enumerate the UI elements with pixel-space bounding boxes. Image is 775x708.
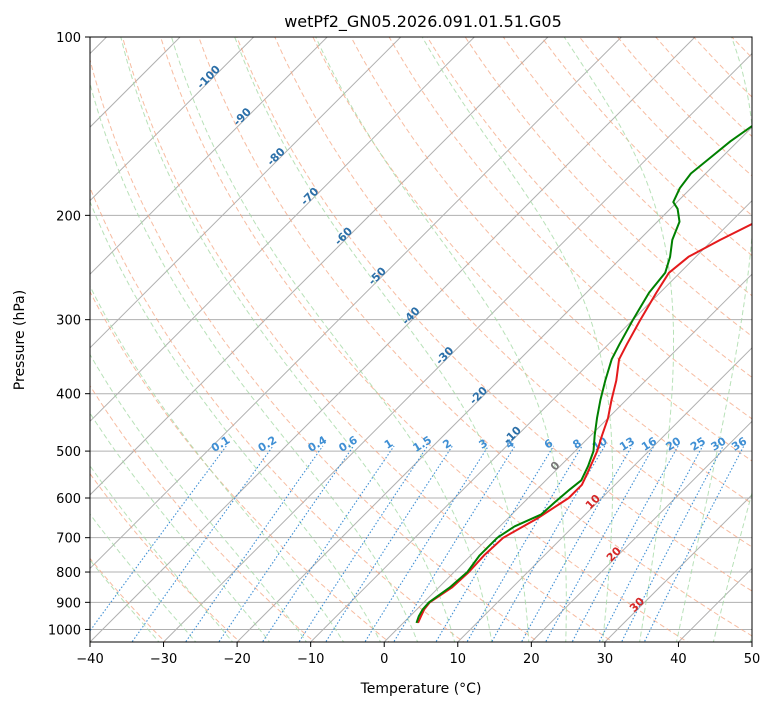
x-tick-label: 40 xyxy=(670,652,687,667)
y-tick-label: 500 xyxy=(56,445,81,460)
dry-adiabat xyxy=(426,37,752,379)
dry-adiabat xyxy=(274,37,752,548)
dry-adiabat xyxy=(198,37,752,637)
isotherm-line xyxy=(90,37,476,423)
y-tick-label: 1000 xyxy=(48,623,81,638)
dewpoint-line xyxy=(415,124,752,624)
moist-adiabat xyxy=(563,37,674,642)
chart-title: wetPf2_GN05.2026.091.01.51.G05 xyxy=(284,12,562,32)
grid-layer xyxy=(90,37,752,642)
mixing-ratio-line xyxy=(90,445,227,632)
x-axis-label: Temperature (°C) xyxy=(360,681,482,697)
moist-adiabat xyxy=(90,200,382,642)
y-tick-label: 800 xyxy=(56,566,81,581)
mixing-ratio-line xyxy=(544,445,655,642)
isotherm-line xyxy=(162,52,752,642)
isotherm-line xyxy=(90,37,696,642)
x-tick-label: 10 xyxy=(450,652,467,667)
mixing-ratio-line xyxy=(520,445,633,642)
y-tick-label: 600 xyxy=(56,492,81,507)
mixing-ratio-line xyxy=(218,445,355,642)
mixing-ratio-line xyxy=(131,445,274,642)
x-tick-label: 50 xyxy=(744,652,761,667)
dry-adiabat xyxy=(160,37,689,642)
dry-adiabat xyxy=(122,37,614,642)
dry-adiabat xyxy=(90,557,166,642)
dry-adiabat xyxy=(388,37,752,420)
mixing-ratio-line xyxy=(393,445,516,642)
mixing-ratio-line xyxy=(491,445,606,642)
isotherm-line xyxy=(90,37,328,275)
x-tick-label: 20 xyxy=(523,652,540,667)
x-tick-label: −20 xyxy=(223,652,250,667)
y-tick-label: 700 xyxy=(56,532,81,547)
dry-adiabat xyxy=(90,384,316,642)
axes-layer: −40 −30 −20 −10 0 10 20 30 40 50 100 200 300 400 500 60… xyxy=(48,31,760,667)
y-tick-label: 200 xyxy=(56,209,81,224)
temperature-line xyxy=(417,222,752,624)
moist-adiabat xyxy=(315,37,567,642)
dry-adiabat xyxy=(90,186,465,642)
y-tick-label: 900 xyxy=(56,596,81,611)
moist-adiabat xyxy=(171,37,493,642)
moist-adiabat xyxy=(421,37,614,642)
dry-adiabat xyxy=(90,290,390,642)
dry-adiabat xyxy=(236,37,752,592)
moist-adiabat xyxy=(90,412,271,642)
moist-adiabat xyxy=(712,491,752,642)
x-tick-label: 0 xyxy=(380,652,388,667)
isotherm-line xyxy=(309,199,752,642)
moist-adiabat xyxy=(90,353,308,642)
x-tick-label: −40 xyxy=(76,652,103,667)
dry-adiabat xyxy=(350,37,752,462)
moist-adiabat xyxy=(120,37,456,642)
isotherm-line xyxy=(90,37,549,496)
dry-adiabat xyxy=(90,57,539,642)
y-tick-label: 300 xyxy=(56,314,81,329)
y-axis-label: Pressure (hPa) xyxy=(12,290,28,390)
isotherm-line xyxy=(90,37,623,570)
mixing-ratio-line xyxy=(598,445,704,642)
isotherm-line xyxy=(530,420,752,642)
x-tick-label: 30 xyxy=(597,652,614,667)
isotherm-line xyxy=(383,273,752,642)
y-tick-label: 100 xyxy=(56,31,81,46)
moist-adiabat xyxy=(90,285,345,642)
mixing-ratio-line xyxy=(325,445,453,642)
dry-adiabat xyxy=(90,472,241,642)
isotherm-line xyxy=(457,347,752,642)
series-layer xyxy=(415,124,752,624)
dry-adiabat xyxy=(464,37,752,337)
moist-adiabat xyxy=(234,37,530,642)
mixing-ratio-line xyxy=(298,445,429,642)
moist-adiabat xyxy=(90,464,234,642)
isotherm-line xyxy=(90,37,255,202)
mixing-ratio-line xyxy=(364,445,489,642)
isotherm-line xyxy=(604,494,752,642)
plot-frame xyxy=(89,36,753,643)
mixing-ratio-line xyxy=(571,445,679,642)
x-tick-label: −30 xyxy=(150,652,177,667)
isotherm-line xyxy=(90,37,402,349)
x-tick-label: −10 xyxy=(297,652,324,667)
background-lines xyxy=(90,37,752,642)
mixing-ratio-line xyxy=(184,445,324,642)
y-tick-label: 400 xyxy=(56,388,81,403)
moist-adiabat xyxy=(675,37,752,642)
mixing-ratio-line xyxy=(620,445,724,642)
mixing-ratio-line xyxy=(261,445,395,642)
